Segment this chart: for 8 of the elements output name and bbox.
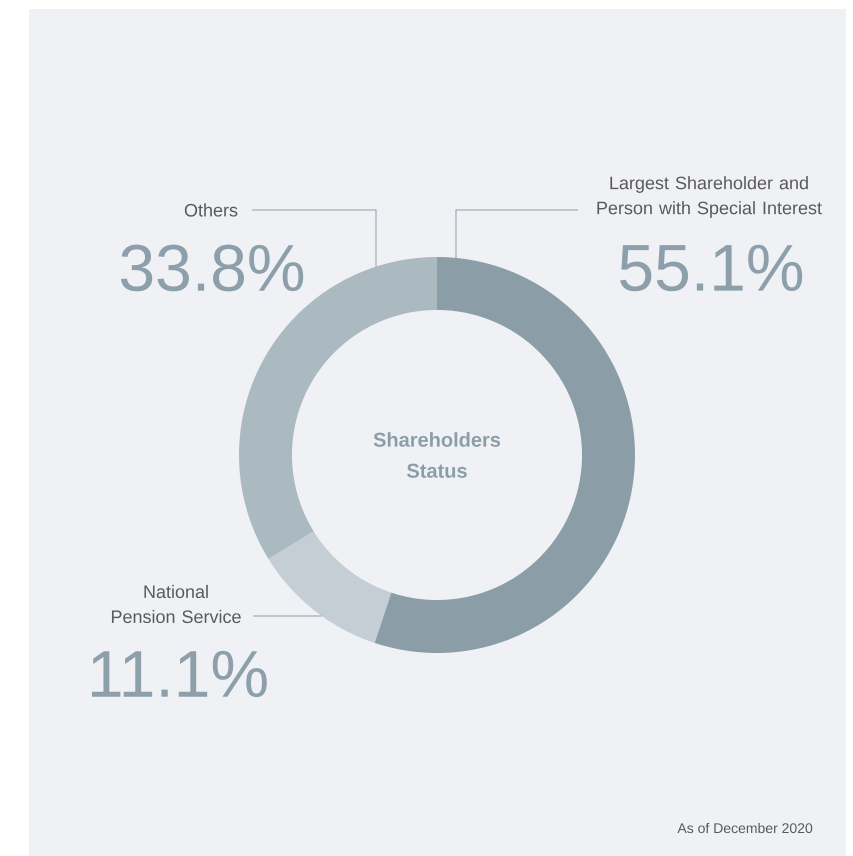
data-label: 33.8% [120, 244, 304, 292]
slice-label: Largest Shareholder and Person with Special Interest [597, 176, 822, 218]
text: Shareholders Status [374, 432, 500, 478]
slice-label: National Pension Service [112, 584, 241, 624]
text: As of December 2020 [677, 822, 812, 834]
data-label: 55.1% [620, 244, 802, 292]
data-label: 11.1% [92, 650, 267, 698]
slice-label: Others [184, 203, 238, 217]
